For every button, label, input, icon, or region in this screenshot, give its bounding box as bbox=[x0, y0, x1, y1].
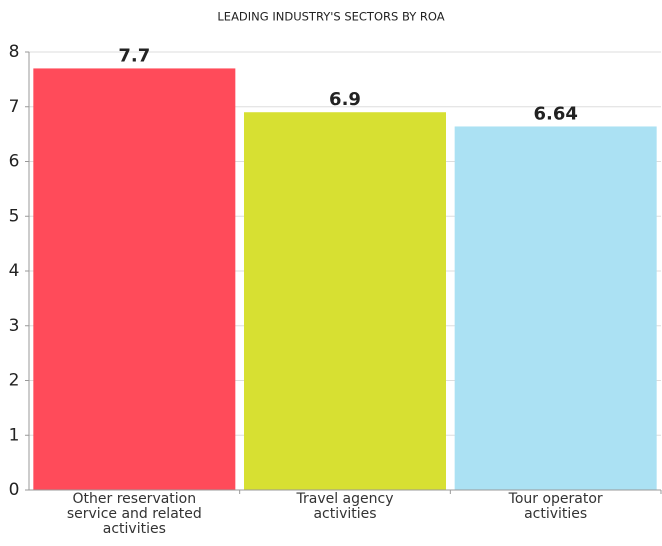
value-label: 6.9 bbox=[329, 89, 361, 110]
value-label: 6.64 bbox=[533, 103, 577, 124]
y-tick-label: 0 bbox=[9, 480, 20, 500]
x-tick-label-box: Tour operator activities bbox=[508, 492, 603, 522]
y-tick-label: 7 bbox=[9, 97, 20, 117]
x-tick-label-box: Other reservation service and related ac… bbox=[66, 492, 202, 537]
x-tick-label: Other reservation service and related ac… bbox=[66, 492, 202, 537]
bar bbox=[33, 68, 236, 491]
y-tick-label: 5 bbox=[9, 206, 20, 226]
x-tick-label: Tour operator activities bbox=[508, 492, 603, 522]
y-tick-label: 2 bbox=[9, 371, 20, 391]
y-tick-label: 6 bbox=[9, 152, 20, 172]
chart-title: LEADING INDUSTRY'S SECTORS BY ROA bbox=[217, 10, 444, 24]
y-tick-label: 1 bbox=[9, 425, 20, 445]
x-tick-label: Travel agency activities bbox=[296, 492, 394, 522]
y-tick-label: 4 bbox=[9, 261, 20, 281]
y-tick-label: 8 bbox=[9, 42, 20, 62]
x-tick-label-box: Travel agency activities bbox=[296, 492, 394, 522]
y-tick-label: 3 bbox=[9, 316, 20, 336]
value-label: 7.7 bbox=[118, 45, 150, 66]
bar bbox=[454, 126, 657, 491]
bar bbox=[244, 112, 446, 490]
